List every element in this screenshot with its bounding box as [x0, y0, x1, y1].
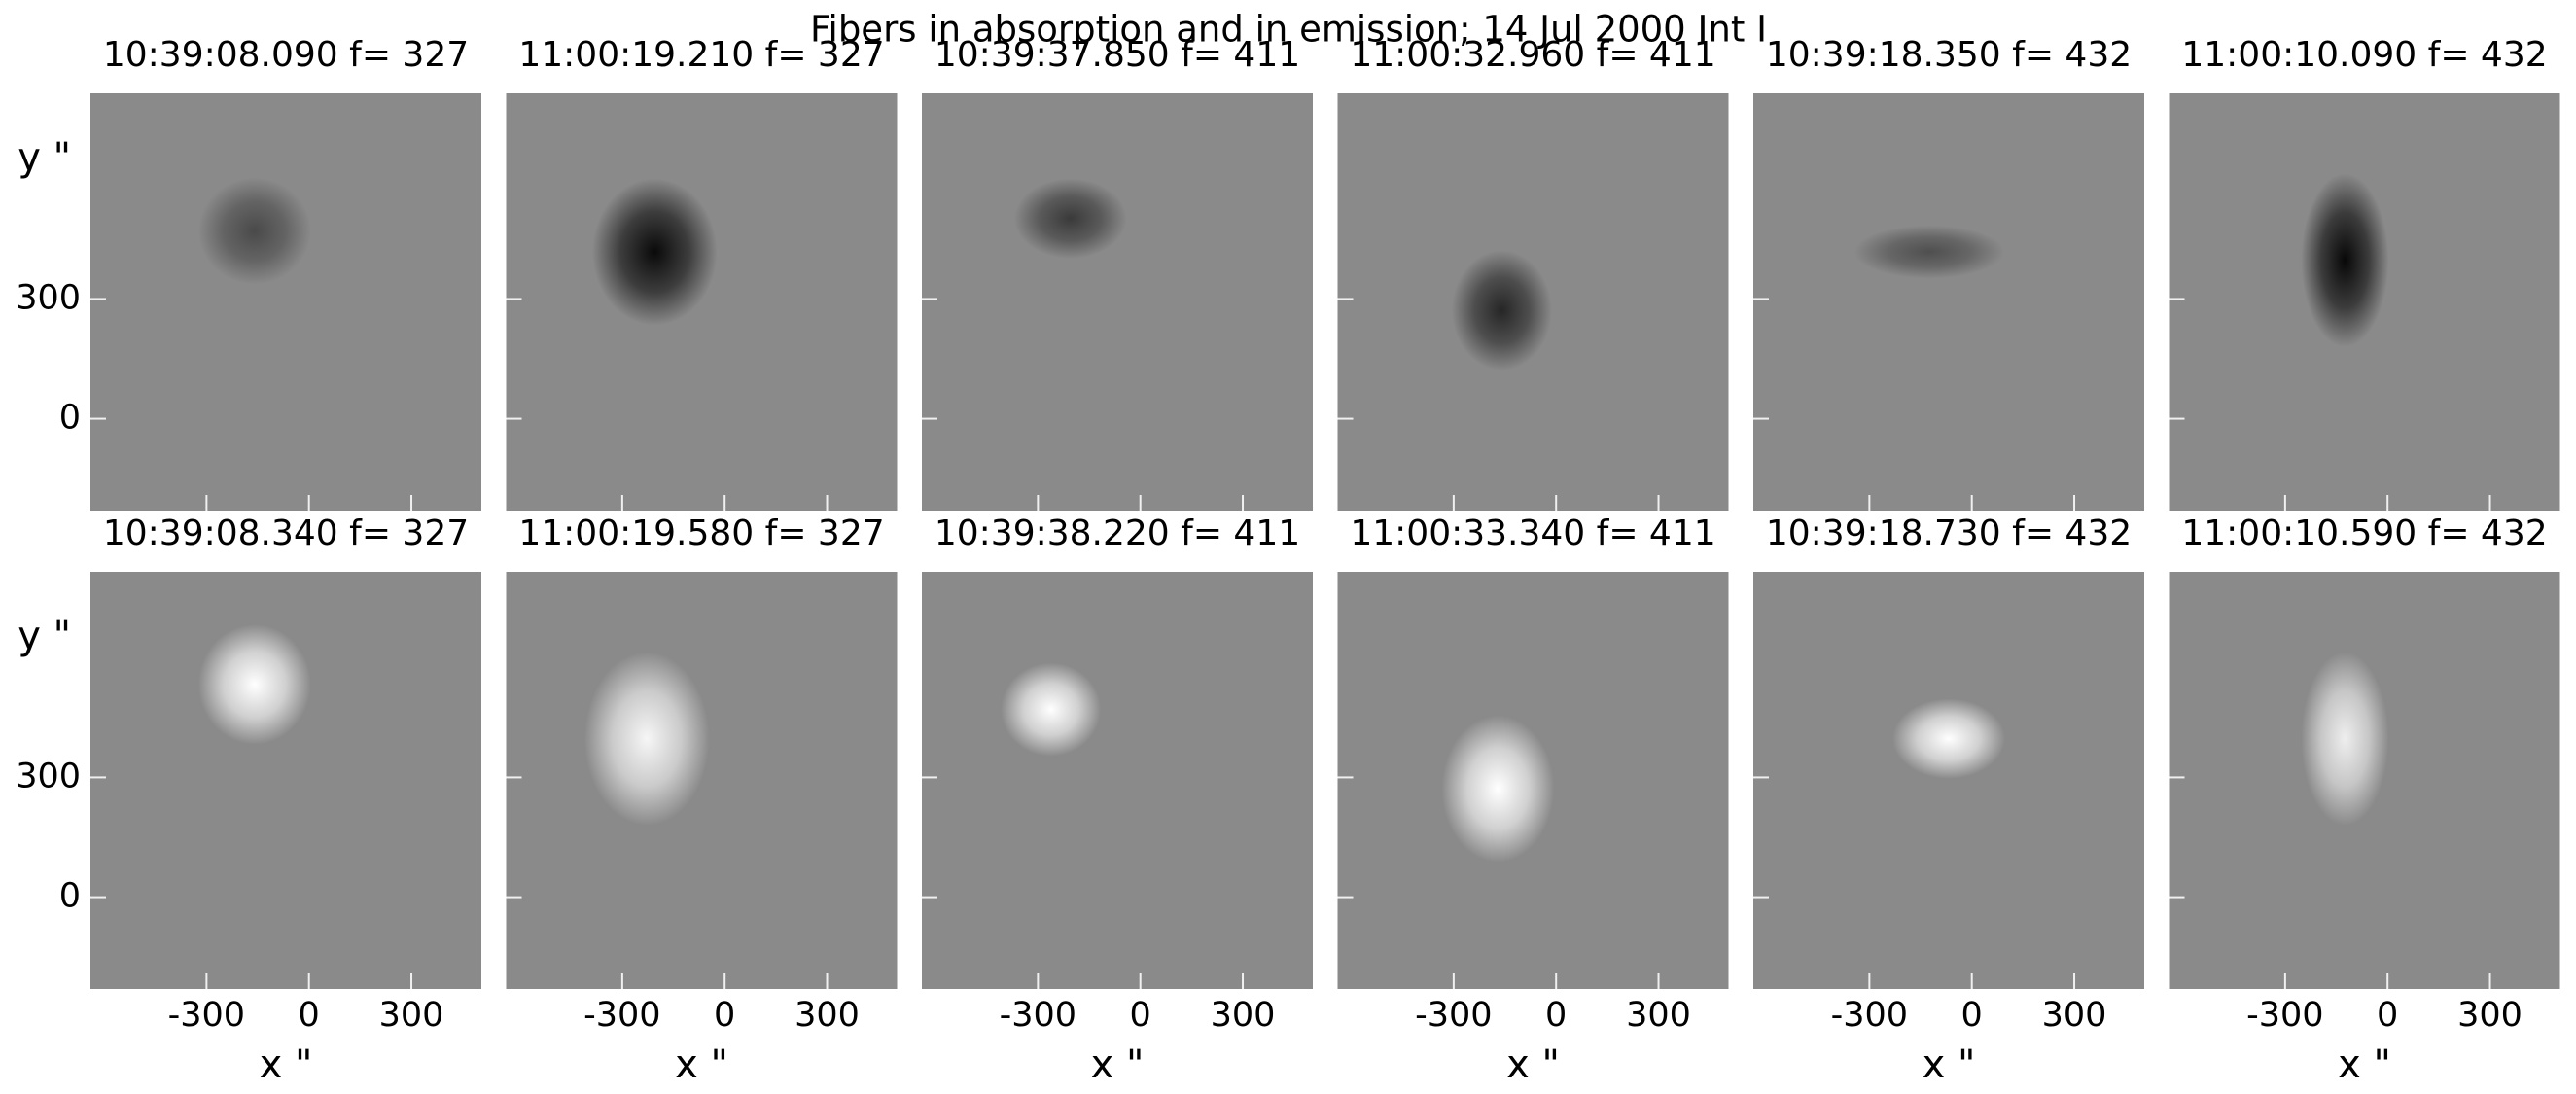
x-axis-label: x "	[260, 1042, 313, 1087]
image-feature	[2301, 652, 2389, 826]
image-feature	[1853, 225, 2005, 279]
panel: 10:39:37.850 f= 411	[922, 35, 1313, 511]
panel: 10:39:18.350 f= 432	[1753, 35, 2144, 511]
image-background	[922, 93, 1313, 511]
panel: 11:00:19.210 f= 327	[506, 35, 898, 511]
x-axis-label: x "	[675, 1042, 728, 1087]
image-feature	[1451, 250, 1552, 371]
panel: 11:00:19.580 f= 327 -300 0 300 x "	[506, 513, 898, 1087]
image-background	[1753, 572, 2144, 989]
x-tick-label: -300	[1831, 996, 1908, 1035]
panel: 10:39:08.340 f= 327 -300 0 300 0 300 x " y "	[16, 513, 481, 1087]
x-tick-label: 300	[794, 996, 860, 1035]
image-background	[90, 93, 481, 511]
image-background	[922, 572, 1313, 989]
figure-title: Fibers in absorption and in emission; 14…	[810, 9, 1767, 51]
x-tick-label: 0	[714, 996, 735, 1035]
image-background	[90, 572, 481, 989]
x-tick-label: 0	[1130, 996, 1151, 1035]
panel-title: 10:39:08.340 f= 327	[103, 513, 469, 553]
x-tick-label: 300	[379, 996, 444, 1035]
panel-title: 11:00:19.210 f= 327	[518, 35, 884, 75]
panel-title: 10:39:18.350 f= 432	[1766, 35, 2132, 75]
panel: 10:39:38.220 f= 411 -300 0 300 x "	[922, 513, 1313, 1087]
x-tick-label: 0	[1961, 996, 1983, 1035]
x-tick-label: -300	[168, 996, 245, 1035]
x-tick-label: 0	[1545, 996, 1567, 1035]
x-axis-label: x "	[2338, 1042, 2391, 1087]
x-tick-label: 0	[2377, 996, 2398, 1035]
panel-title: 11:00:19.580 f= 327	[518, 513, 884, 553]
panel-title: 11:00:32.960 f= 411	[1350, 35, 1715, 75]
y-tick-label: 0	[59, 399, 81, 438]
image-feature	[2301, 173, 2389, 347]
x-tick-label: 300	[1626, 996, 1691, 1035]
x-axis-label: x "	[1923, 1042, 1976, 1087]
image-background	[506, 93, 898, 511]
panel-title: 11:00:33.340 f= 411	[1350, 513, 1715, 553]
panel-title: 11:00:10.590 f= 432	[2181, 513, 2547, 553]
x-tick-label: 300	[2042, 996, 2107, 1035]
y-tick-label: 0	[59, 877, 81, 916]
y-axis-label: y "	[18, 614, 71, 658]
image-feature	[1013, 178, 1127, 259]
image-background	[1753, 93, 2144, 511]
panel-title: 10:39:18.730 f= 432	[1766, 513, 2132, 553]
panel: 11:00:10.090 f= 432	[2169, 35, 2560, 511]
panel-title: 10:39:08.090 f= 327	[103, 35, 469, 75]
image-feature	[1001, 662, 1102, 757]
panel-title: 10:39:37.850 f= 411	[935, 35, 1300, 75]
image-feature	[583, 652, 710, 826]
image-feature	[1892, 698, 2005, 779]
panel-title: 10:39:38.220 f= 411	[935, 513, 1300, 553]
image-feature	[197, 624, 311, 745]
x-tick-label: 300	[2457, 996, 2523, 1035]
y-tick-label: 300	[16, 757, 81, 795]
y-tick-label: 300	[16, 278, 81, 317]
image-feature	[591, 178, 718, 326]
x-tick-label: -300	[583, 996, 660, 1035]
x-axis-label: x "	[1091, 1042, 1145, 1087]
x-tick-label: 300	[1211, 996, 1276, 1035]
panel: 11:00:33.340 f= 411 -300 0 300 x "	[1337, 513, 1729, 1087]
x-tick-label: -300	[2246, 996, 2323, 1035]
panel-title: 11:00:10.090 f= 432	[2181, 35, 2547, 75]
panel: 10:39:08.090 f= 327 0 300 y "	[16, 35, 481, 511]
image-feature	[1441, 715, 1555, 863]
panel: 11:00:10.590 f= 432 -300 0 300 x "	[2169, 513, 2560, 1087]
panel: 11:00:32.960 f= 411	[1337, 35, 1729, 511]
x-axis-label: x "	[1506, 1042, 1560, 1087]
image-feature	[197, 177, 311, 285]
y-axis-label: y "	[18, 135, 71, 180]
panel: 10:39:18.730 f= 432 -300 0 300 x "	[1753, 513, 2144, 1087]
x-tick-label: 0	[299, 996, 320, 1035]
x-tick-label: -300	[1000, 996, 1076, 1035]
x-tick-label: -300	[1415, 996, 1492, 1035]
